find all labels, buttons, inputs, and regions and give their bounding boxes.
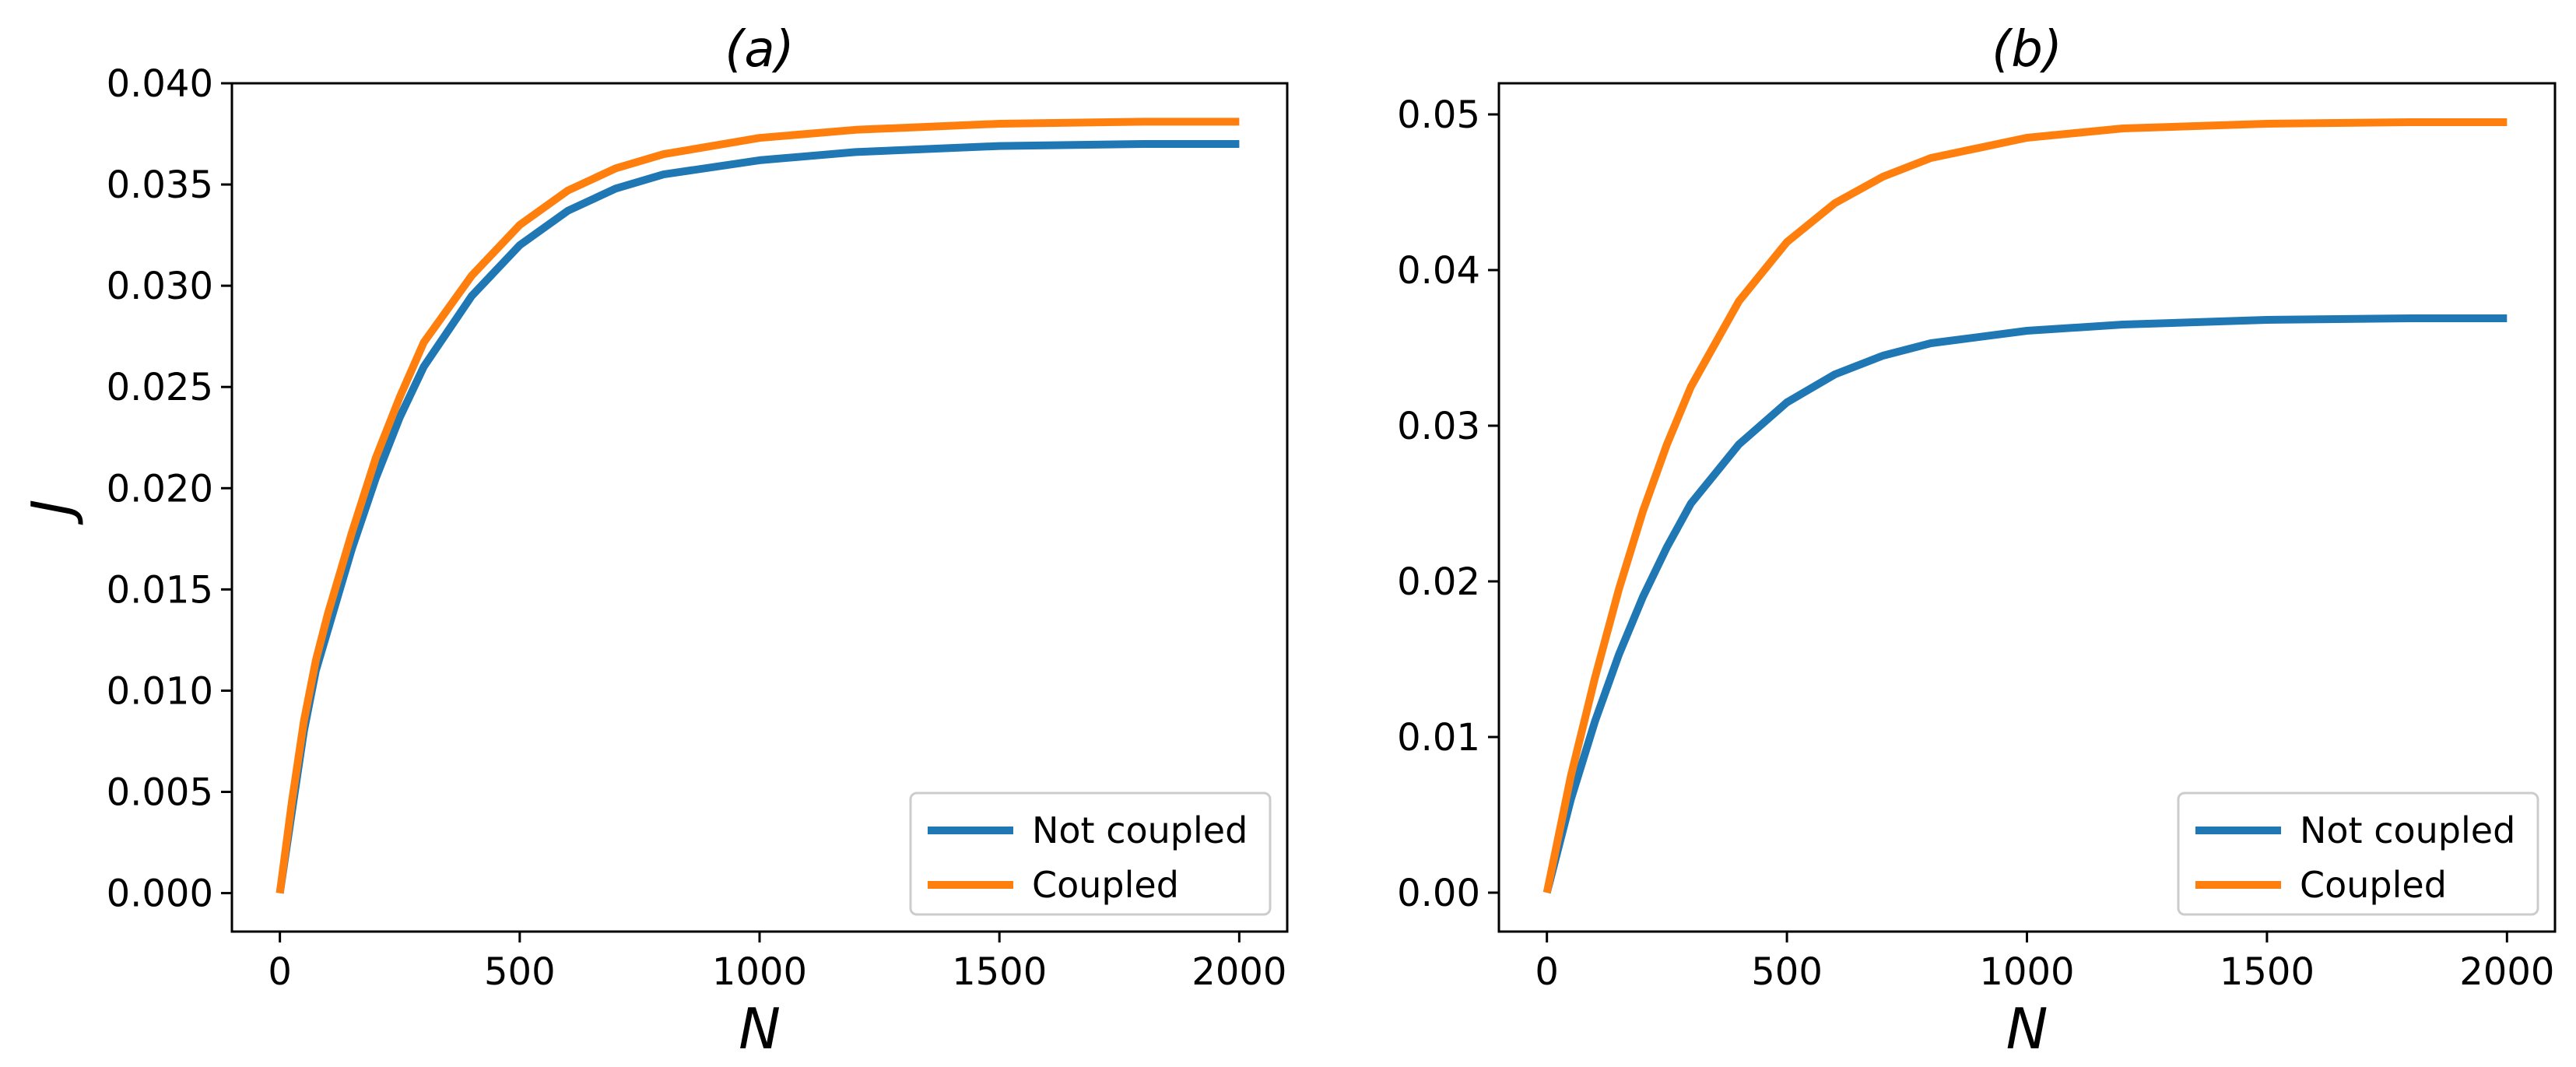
a-y-tick-label: 0.020 [107, 467, 213, 511]
b-y-tick-label: 0.00 [1397, 872, 1480, 915]
b-legend: Not coupled Coupled [2177, 791, 2539, 916]
b-y-tick-label: 0.05 [1397, 93, 1480, 137]
a-series-not-coupled-line [275, 140, 1240, 894]
a-series-coupled-line [275, 118, 1240, 894]
a-y-tick-label: 0.015 [107, 568, 213, 612]
a-y-tick-label: 0.025 [107, 366, 213, 409]
a-x-tick-label: 500 [484, 950, 556, 994]
b-y-tick-label: 0.03 [1397, 405, 1480, 448]
a-chart-title: (a) [725, 21, 794, 79]
a-y-axis-label: J [19, 499, 85, 525]
b-chart-title: (b) [1992, 21, 2062, 79]
b-x-tick-label: 0 [1535, 950, 1559, 994]
b-x-tick-label: 500 [1751, 950, 1823, 994]
a-y-tick-label: 0.035 [107, 163, 213, 207]
a-y-tick-label: 0.000 [107, 872, 213, 916]
b-x-tick-label: 2000 [2459, 950, 2554, 994]
panel-a: 0 500 1000 1500 2000 0.000 0.005 0.010 0.015 0.02… [19, 21, 1289, 1062]
a-y-tick-label: 0.005 [107, 771, 213, 815]
b-series-not-coupled-line [1542, 314, 2508, 894]
b-y-tick-label: 0.01 [1397, 716, 1480, 760]
a-x-tick-label: 1500 [952, 950, 1047, 994]
b-y-tick-label: 0.04 [1397, 249, 1480, 293]
b-x-tick-label: 1000 [1979, 950, 2074, 994]
a-legend-label: Not coupled [1032, 809, 1248, 851]
a-x-tick-label: 1000 [712, 950, 807, 994]
a-legend: Not coupled Coupled [909, 791, 1272, 916]
b-legend-label: Not coupled [2300, 809, 2515, 851]
a-y-tick-label: 0.010 [107, 669, 213, 713]
a-x-tick-label: 2000 [1191, 950, 1286, 994]
b-legend-label: Coupled [2300, 864, 2447, 906]
a-x-tick-label: 0 [268, 950, 292, 994]
a-x-axis-label: N [739, 996, 781, 1062]
a-legend-label: Coupled [1032, 864, 1179, 906]
b-series-coupled-line [1542, 118, 2508, 894]
a-y-tick-label: 0.040 [107, 62, 213, 106]
b-y-tick-label: 0.02 [1397, 560, 1480, 604]
b-x-axis-label: N [2006, 996, 2048, 1062]
b-x-tick-label: 1500 [2220, 950, 2315, 994]
a-y-tick-label: 0.030 [107, 265, 213, 308]
panel-b: 0 500 1000 1500 2000 0.00 0.01 0.02 0.03 0.04 0.05… [1397, 21, 2557, 1062]
